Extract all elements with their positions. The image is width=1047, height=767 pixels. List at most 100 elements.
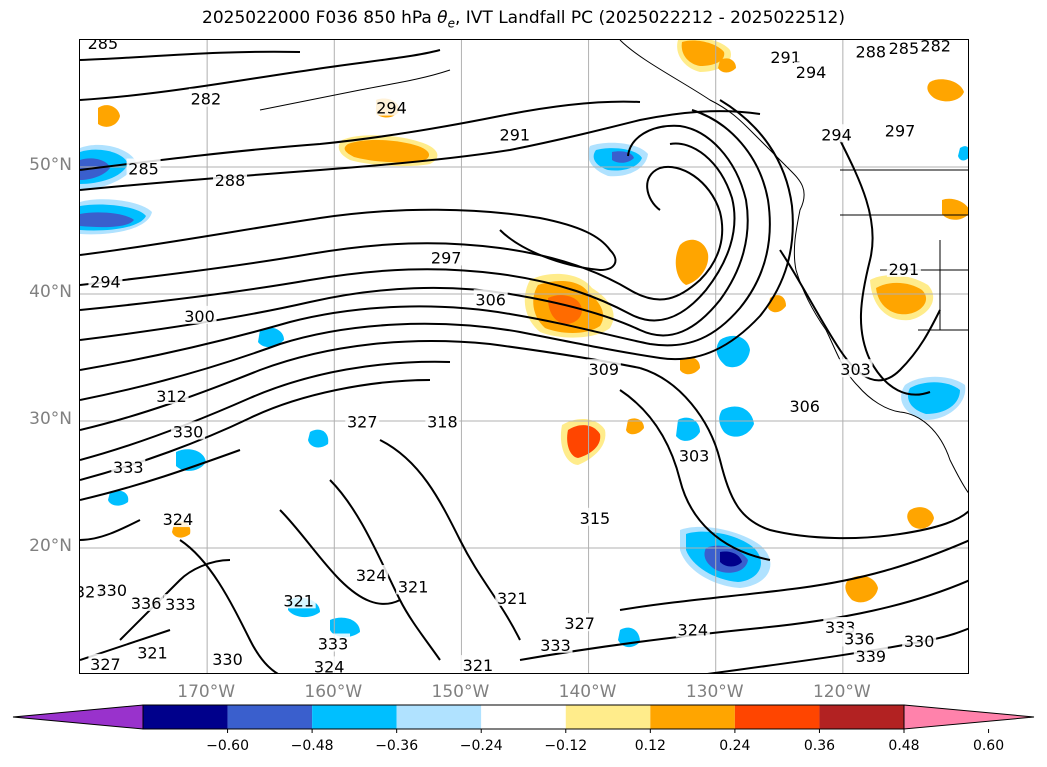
contour-label: 315 — [580, 509, 611, 528]
positive-shading — [98, 40, 968, 603]
contour-label-background — [88, 653, 123, 672]
contour-label: 282 — [191, 90, 222, 109]
contour-label-background — [210, 648, 245, 667]
colorbar-tick-label: 0.24 — [719, 738, 751, 754]
colorbar-tick-label: 0.12 — [634, 738, 666, 754]
contour-label-background — [886, 40, 921, 56]
contour-label: 294 — [90, 273, 121, 292]
contour-label: 336 — [844, 629, 875, 648]
contour-label-background — [677, 445, 712, 464]
contour-label: 297 — [885, 121, 916, 140]
contour-label-background — [316, 633, 351, 652]
contour-label-background — [886, 258, 921, 277]
longitude-tick-label: 150°W — [431, 682, 490, 702]
contour-label-background — [794, 62, 829, 81]
contour-label-background — [182, 305, 217, 324]
contour-label: 324 — [356, 566, 387, 585]
contour-label-background — [85, 40, 120, 51]
contour-label: 294 — [796, 63, 827, 82]
contour-label-background — [354, 564, 389, 583]
contour-label: 318 — [427, 412, 458, 431]
contour-label: 321 — [497, 589, 528, 608]
colorbar-tick-label: −0.60 — [206, 738, 249, 754]
contour-label-background — [538, 634, 573, 653]
contour-label-background — [819, 124, 854, 143]
contour-label-background — [154, 385, 189, 404]
contour-label-background — [163, 594, 198, 613]
contour-label: 303 — [840, 360, 871, 379]
contour-label-background — [842, 628, 877, 647]
contour-label: 321 — [398, 577, 429, 596]
contour-label: 333 — [318, 635, 349, 654]
contour-label: 339 — [856, 647, 887, 666]
colorbar-tick-label: −0.12 — [544, 738, 588, 754]
contour-label: 285 — [128, 160, 159, 179]
contour-label: 282 — [920, 40, 951, 55]
contour-label: 285 — [88, 40, 119, 53]
latitude-tick-label: 50°N — [29, 155, 72, 175]
map-title: 2025022000 F036 850 hPa θe, IVT Landfall… — [202, 8, 845, 31]
contour-label-background — [883, 120, 918, 139]
contour-label-background — [838, 359, 873, 378]
contour-label-background — [312, 656, 347, 673]
contour-label: 291 — [770, 48, 801, 67]
colorbar-segment — [565, 705, 651, 729]
colorbar-tick-label: −0.36 — [375, 738, 419, 754]
contour-label: 324 — [314, 657, 345, 674]
contour-label-background — [425, 411, 460, 430]
contour-label: 336 — [131, 594, 162, 613]
contour-label: 327 — [347, 412, 378, 431]
contour-label-background — [902, 630, 937, 649]
colorbar-tick-label: 0.48 — [888, 738, 920, 754]
colorbar-segment — [396, 705, 482, 729]
map-panel: 285 282 294 291 294 288 285 282 291 294 297 285 288 2… — [79, 39, 969, 674]
colorbar-tick-label: −0.48 — [290, 738, 334, 754]
colorbar-segment — [481, 705, 566, 729]
colorbar-segment — [227, 705, 313, 729]
contour-label-background — [171, 421, 206, 440]
contour-label: 333 — [113, 458, 144, 477]
colorbar-extend-max — [903, 704, 1035, 730]
contour-label-background — [135, 642, 170, 661]
longitude-tick-label: 140°W — [558, 682, 617, 702]
contour-label-background — [586, 359, 621, 378]
contour-label: 312 — [156, 387, 187, 406]
latitude-tick-label: 30°N — [29, 409, 72, 429]
contour-label: 330 — [97, 581, 128, 600]
contour-label-background — [675, 619, 710, 638]
contour-label-background — [460, 655, 495, 673]
colorbar-tick-label: 0.60 — [972, 738, 1005, 754]
contour-label-background — [188, 88, 223, 107]
colorbar — [12, 704, 1035, 733]
longitude-tick-label: 120°W — [812, 682, 871, 702]
contour-label-background — [497, 124, 532, 143]
contour-label-background — [160, 509, 195, 528]
contour-label: 300 — [184, 307, 215, 326]
contour-label: 291 — [889, 260, 920, 279]
contour-label-background — [473, 289, 508, 308]
contour-label: 288 — [856, 43, 887, 62]
colorbar-tick-label: 0.36 — [803, 738, 836, 754]
contour-label: 333 — [540, 636, 571, 655]
colorbar-segment — [143, 705, 228, 729]
contour-label-background — [396, 576, 431, 595]
contour-label: 321 — [283, 591, 314, 610]
theta-e-contours — [80, 49, 968, 673]
contour-label: 324 — [163, 510, 194, 529]
contour-label-background — [577, 507, 612, 526]
contour-label-background — [853, 41, 888, 60]
colorbar-tick-label: −0.24 — [459, 738, 503, 754]
colorbar-extend-min — [12, 704, 144, 730]
contour-label: 327 — [564, 614, 595, 633]
contour-label: 321 — [137, 643, 168, 662]
contour-label: 333 — [165, 595, 196, 614]
coastlines — [259, 40, 968, 494]
contour-label-background — [129, 592, 164, 611]
colorbar-segment — [312, 705, 397, 729]
negative-shading — [80, 142, 968, 648]
contour-label: 297 — [431, 248, 462, 267]
latitude-tick-label: 40°N — [29, 282, 72, 302]
contour-label-background — [281, 590, 316, 609]
contour-label-background — [853, 646, 888, 665]
